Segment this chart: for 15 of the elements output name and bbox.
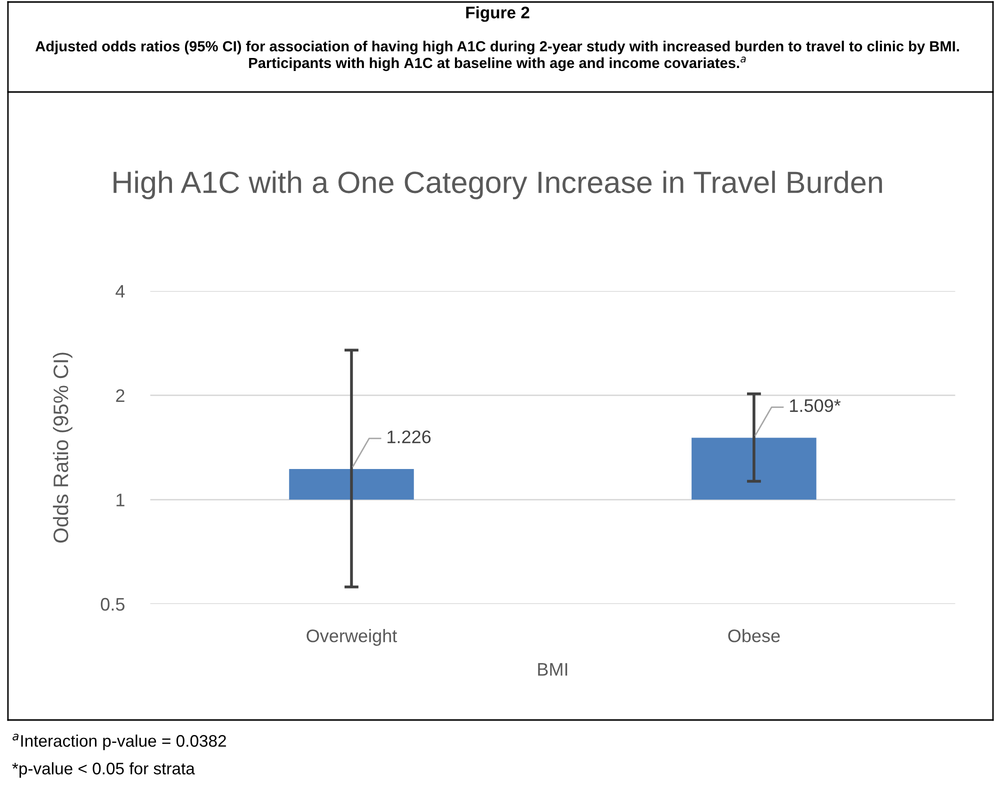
text: *p-value < 0.05 for strata	[12, 762, 195, 778]
y-tick-label: 4	[116, 285, 125, 298]
chart-subtitle: Adjusted odds ratios (95% CI) for association of having high A1C during 2-year study with increased burden to travel to clinic by BMI. Participants with high A1C at baseline with age and income covariates.$^{a}$	[35, 40, 959, 72]
text: High A1C with a One Category Increase in Travel Burden	[114, 170, 882, 200]
y-axis-title: Odds Ratio (95% CI)	[52, 352, 72, 543]
chart-title: Figure 2	[466, 6, 530, 22]
y-tick-label: 0.5	[100, 598, 124, 611]
x-tick-label: Obese	[728, 629, 780, 642]
y-tick-label: 2	[116, 389, 124, 402]
x-axis-title: BMI	[538, 663, 568, 676]
data-label: 1.509*	[790, 399, 841, 412]
x-tick-label: Overweight	[306, 629, 398, 646]
data-label: 1.226	[388, 430, 431, 444]
text: $^{a}$Interaction p-value = 0.0382	[12, 734, 226, 750]
y-tick-label: 1	[116, 494, 124, 506]
